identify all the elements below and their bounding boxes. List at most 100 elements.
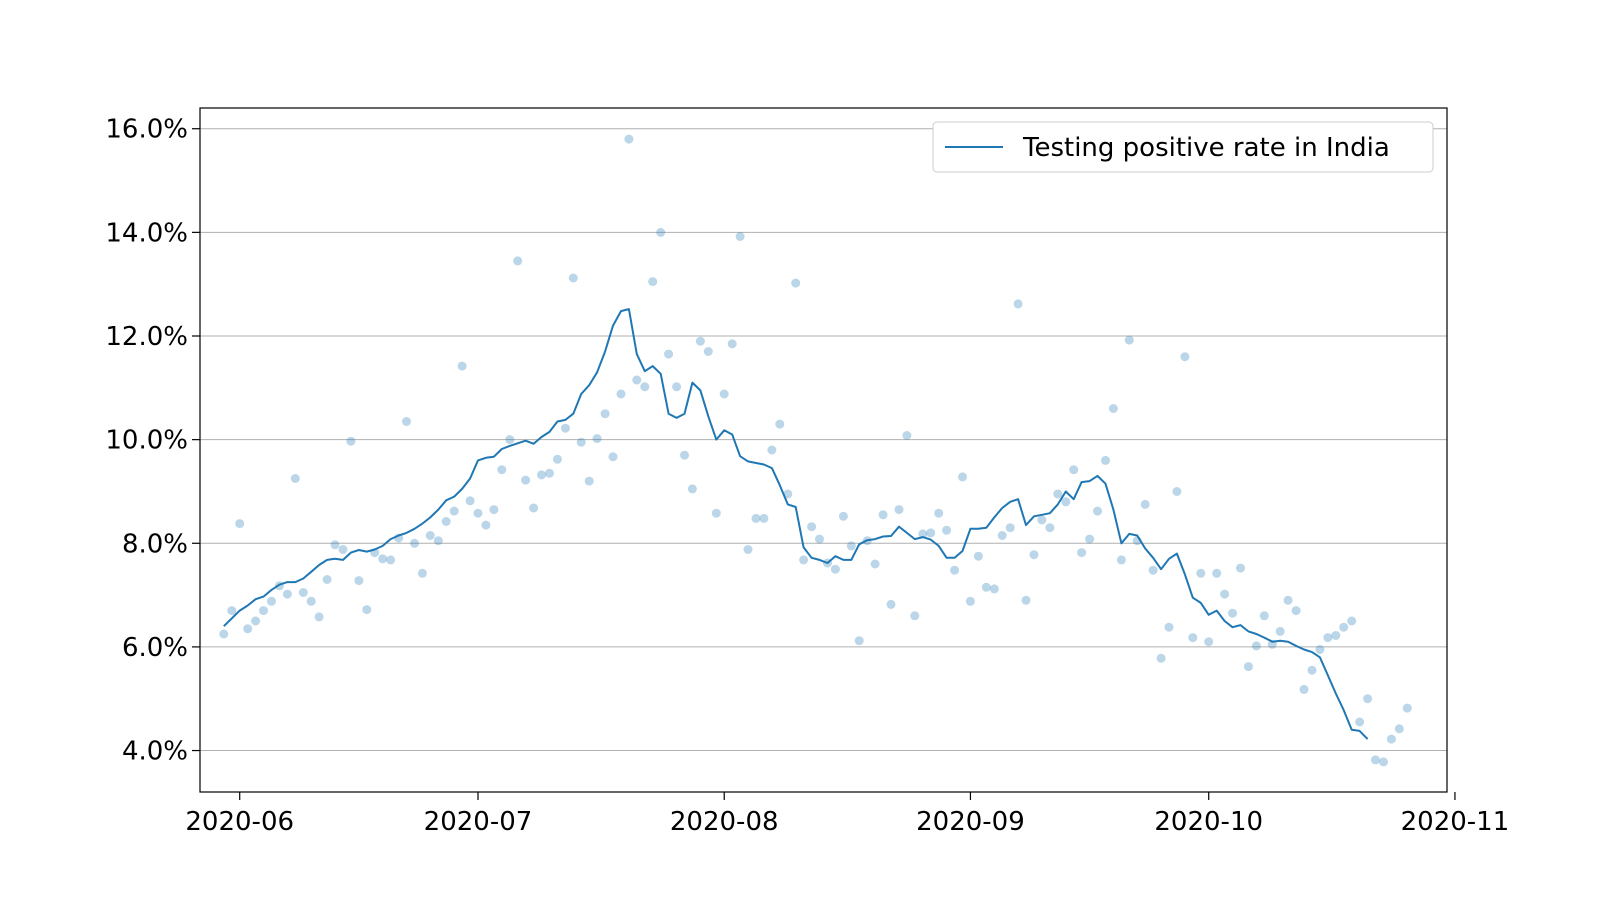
data-point (1148, 565, 1158, 575)
data-point (1164, 622, 1174, 632)
data-point (441, 517, 451, 526)
data-point (1116, 555, 1126, 565)
data-point (1077, 548, 1087, 558)
x-tick-label: 2020-09 (916, 807, 1025, 837)
data-point (997, 531, 1007, 540)
data-point (783, 489, 793, 499)
data-point (314, 612, 324, 622)
data-point (1402, 703, 1412, 713)
data-point (680, 450, 689, 460)
y-tick-label: 10.0% (105, 426, 188, 456)
data-point (727, 339, 737, 349)
data-point (1005, 523, 1015, 533)
data-point (958, 472, 967, 482)
data-point (457, 361, 467, 371)
data-point (259, 606, 268, 616)
data-point (918, 529, 928, 539)
data-point (1156, 653, 1166, 663)
legend-box (932, 121, 1434, 173)
data-point (934, 508, 944, 518)
data-point (1259, 611, 1269, 621)
data-point (449, 506, 459, 516)
data-point (854, 636, 864, 646)
data-point (1275, 626, 1285, 636)
data-point (545, 468, 554, 478)
data-point (386, 555, 396, 565)
data-point (1386, 734, 1396, 744)
data-point (576, 437, 586, 447)
y-tick-label: 8.0% (122, 529, 188, 559)
data-point (1323, 633, 1333, 643)
data-point (298, 588, 308, 597)
data-point (251, 616, 261, 626)
data-point (378, 554, 388, 564)
data-point (1085, 534, 1095, 544)
data-point (989, 584, 999, 594)
data-point (1172, 487, 1182, 496)
data-point (1053, 489, 1063, 499)
data-point (981, 582, 991, 592)
data-point (950, 565, 960, 575)
legend: Testing positive rate in India (932, 121, 1434, 173)
data-point (290, 474, 300, 483)
data-point (656, 227, 666, 237)
data-point (529, 503, 539, 513)
y-tick-label: 4.0% (122, 737, 188, 767)
data-point (664, 349, 674, 359)
data-point (807, 522, 817, 532)
data-point (838, 511, 848, 521)
data-point (1371, 755, 1380, 765)
data-point (1196, 568, 1206, 578)
data-point (719, 389, 729, 399)
data-point (942, 525, 952, 535)
data-point (616, 389, 626, 399)
x-tick-label: 2020-11 (1401, 807, 1510, 837)
data-point (584, 476, 594, 486)
data-point (235, 519, 245, 529)
data-point (362, 605, 372, 615)
data-point (632, 375, 642, 385)
x-tick-label: 2020-10 (1154, 807, 1263, 837)
data-point (1283, 595, 1293, 605)
data-point (330, 540, 340, 550)
data-point (243, 624, 253, 634)
x-tick-label: 2020-08 (670, 807, 779, 837)
data-point (687, 484, 697, 494)
data-point (1379, 757, 1388, 767)
data-point (346, 436, 356, 446)
data-point (965, 596, 975, 606)
data-point (1220, 589, 1230, 599)
data-point (1307, 665, 1317, 675)
data-point (521, 475, 531, 485)
data-point (338, 545, 348, 554)
data-point (354, 576, 364, 586)
data-point (513, 256, 523, 266)
data-point (322, 575, 332, 584)
data-point (711, 508, 721, 518)
data-point (743, 545, 753, 554)
data-point (815, 534, 824, 544)
data-point (846, 541, 856, 551)
y-tick-label: 16.0% (105, 115, 188, 145)
data-point (775, 419, 785, 429)
data-point (497, 465, 507, 475)
data-point (902, 431, 912, 440)
data-point (306, 596, 316, 606)
daily-points (219, 134, 1412, 767)
data-point (1029, 550, 1039, 560)
data-point (672, 382, 682, 392)
data-point (600, 409, 610, 419)
data-point (402, 417, 411, 426)
legend-label: Testing positive rate in India (1022, 133, 1390, 163)
data-point (767, 445, 777, 455)
data-point (1228, 608, 1237, 618)
data-point (695, 336, 705, 346)
data-point (1331, 631, 1341, 640)
data-point (830, 564, 840, 574)
data-point (1188, 633, 1198, 643)
data-point (1180, 352, 1190, 362)
x-tick-label: 2020-07 (424, 807, 533, 837)
data-point (1045, 523, 1055, 533)
data-point (608, 452, 618, 462)
data-point (465, 496, 475, 506)
